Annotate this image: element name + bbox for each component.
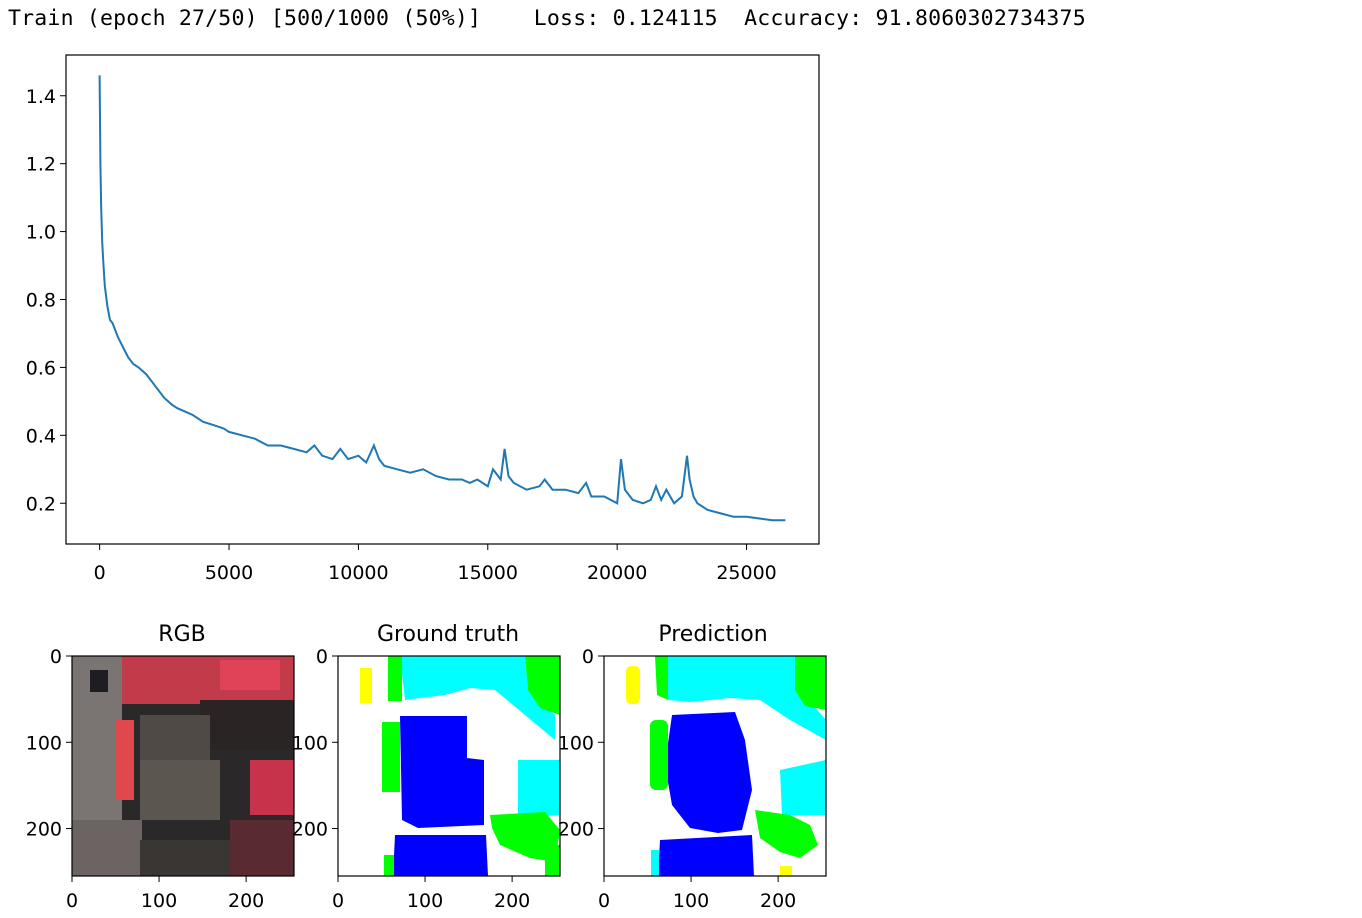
- loss-x-tick-label: 25000: [716, 562, 776, 584]
- image-panel-ticks: 0 100 200 0 100 200 0 100 200 0 100 200 0 100 200 0 100 2…: [26, 646, 797, 912]
- loss-x-tick-label: 20000: [587, 562, 647, 584]
- loss-y-tick-label: 0.4: [26, 425, 56, 447]
- accuracy-text: Accuracy: 91.8060302734375: [744, 6, 1086, 31]
- ground-truth-image: [338, 656, 560, 876]
- prediction-image: [604, 656, 826, 876]
- loss-x-tick-label: 0: [94, 562, 106, 584]
- loss-y-tick-label: 0.2: [26, 493, 56, 515]
- ground-truth-frame: [337, 655, 561, 877]
- image-x-tick-label: 100: [673, 890, 709, 912]
- loss-y-tick-label: 0.6: [26, 357, 56, 379]
- rgb-panel-title: RGB: [158, 622, 205, 647]
- loss-series-line: [98, 75, 786, 522]
- image-y-tick-label: 100: [26, 732, 62, 754]
- loss-y-tick-label: 1.4: [26, 86, 56, 108]
- loss-y-ticks: 0.2 0.4 0.6 0.8 1.0 1.2 1.4: [26, 86, 66, 515]
- image-x-tick-label: 0: [332, 890, 344, 912]
- image-y-tick-label: 100: [292, 732, 328, 754]
- image-y-tick-label: 200: [292, 819, 328, 841]
- rgb-panel-frame: [71, 655, 295, 877]
- image-x-tick-label: 0: [66, 890, 78, 912]
- loss-y-tick-label: 0.8: [26, 290, 56, 312]
- loss-plot-frame: [65, 54, 820, 545]
- image-y-tick-label: 0: [582, 646, 594, 668]
- image-y-tick-label: 200: [558, 819, 594, 841]
- rgb-image: [72, 656, 294, 876]
- training-log-line: Train (epoch 27/50) [500/1000 (50%)] Los…: [8, 6, 1086, 31]
- image-x-tick-label: 0: [598, 890, 610, 912]
- image-y-tick-label: 0: [50, 646, 62, 668]
- ground-truth-title: Ground truth: [377, 622, 519, 647]
- prediction-frame: [603, 655, 827, 877]
- loss-x-tick-label: 10000: [328, 562, 388, 584]
- prediction-title: Prediction: [658, 622, 767, 647]
- image-y-tick-label: 0: [316, 646, 328, 668]
- image-y-tick-label: 200: [26, 819, 62, 841]
- loss-y-tick-label: 1.2: [26, 154, 56, 176]
- image-x-tick-label: 100: [407, 890, 443, 912]
- image-x-tick-label: 200: [760, 890, 796, 912]
- loss-text: Loss: 0.124115: [533, 6, 718, 31]
- rgb-panel: RGB: [71, 622, 295, 877]
- loss-plot: 0.2 0.4 0.6 0.8 1.0 1.2 1.4 0 5000 10000 15000 200…: [26, 54, 820, 584]
- image-y-tick-label: 100: [558, 732, 594, 754]
- image-x-tick-label: 200: [228, 890, 264, 912]
- loss-y-tick-label: 1.0: [26, 222, 56, 244]
- image-x-tick-label: 100: [141, 890, 177, 912]
- train-status-text: Train (epoch 27/50) [500/1000 (50%)]: [8, 6, 482, 31]
- loss-x-tick-label: 15000: [458, 562, 518, 584]
- image-x-tick-label: 200: [494, 890, 530, 912]
- loss-x-ticks: 0 5000 10000 15000 20000 25000: [94, 544, 777, 584]
- loss-x-tick-label: 5000: [205, 562, 253, 584]
- ground-truth-panel: Ground truth: [337, 622, 561, 877]
- prediction-panel: Prediction: [603, 622, 827, 877]
